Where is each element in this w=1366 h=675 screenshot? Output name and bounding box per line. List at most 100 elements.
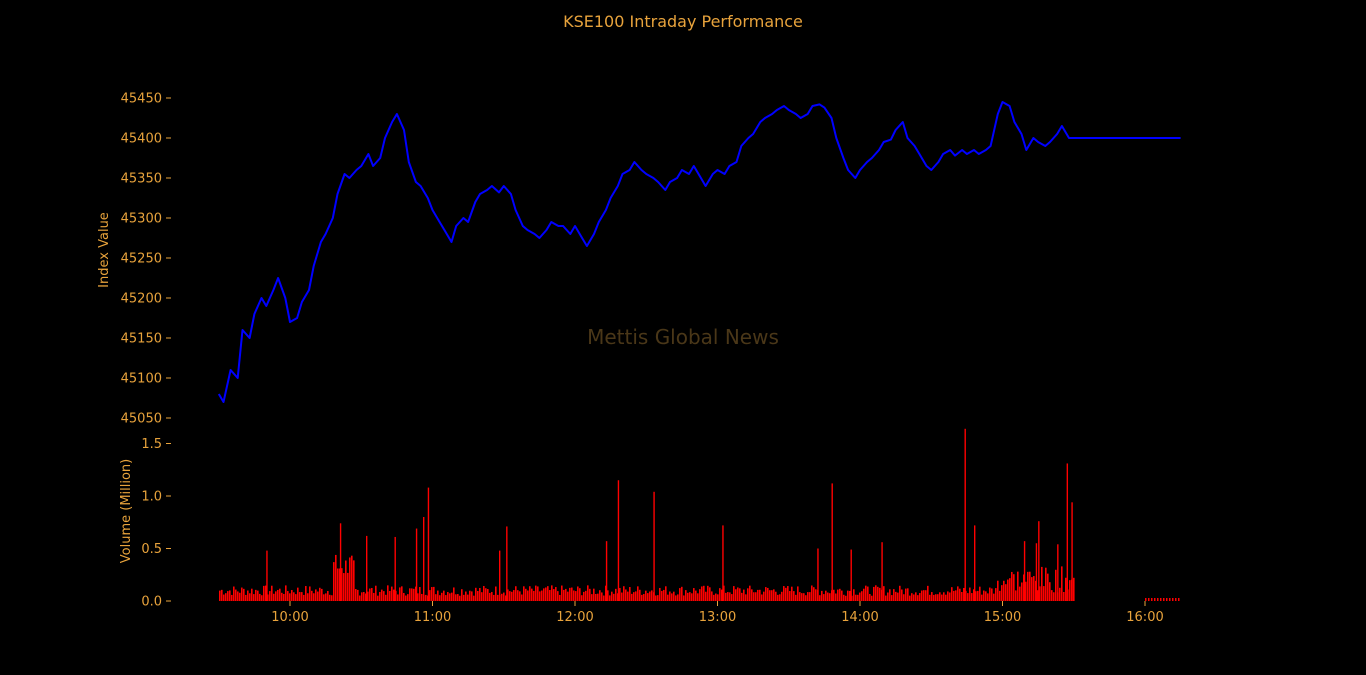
volume-bar (309, 586, 311, 601)
volume-bar (687, 592, 689, 601)
volume-bar (517, 590, 519, 601)
volume-bar (1053, 592, 1055, 601)
volume-bar (743, 589, 745, 601)
volume-bar (711, 591, 713, 601)
y-tick-label: 1.0 (141, 490, 162, 505)
volume-bar (437, 590, 439, 601)
x-tick-label: 16:00 (1126, 610, 1163, 625)
volume-bar (897, 592, 899, 601)
volume-bar (755, 592, 757, 601)
volume-bar (931, 592, 933, 601)
time-x-ticks: 10:00 11:00 12:00 13:00 14:00 15:00 16:00 (271, 601, 1164, 625)
volume-bar (745, 594, 747, 601)
volume-bar (1007, 579, 1009, 601)
volume-bar (739, 588, 741, 601)
volume-bar (499, 550, 501, 601)
volume-bar (869, 593, 871, 601)
volume-bar (753, 592, 755, 601)
volume-bar (951, 587, 953, 601)
volume-bar (769, 590, 771, 601)
volume-bar (299, 592, 301, 601)
volume-bar (293, 592, 295, 601)
volume-bar (1003, 580, 1005, 601)
volume-bar (635, 591, 637, 601)
volume-bar (443, 590, 445, 601)
volume-bar (855, 594, 857, 601)
volume-bar (1051, 590, 1053, 601)
y-tick-label: 45150 (121, 332, 162, 347)
volume-bar (413, 588, 415, 601)
volume-bar (431, 587, 433, 601)
volume-bar (923, 590, 925, 601)
volume-bar (823, 594, 825, 601)
volume-bar (261, 595, 263, 601)
y-tick-label: 45300 (121, 212, 162, 227)
volume-bar (597, 593, 599, 601)
volume-bar (907, 588, 909, 601)
volume-bar (657, 595, 659, 601)
volume-bar (847, 590, 849, 601)
volume-bar (329, 594, 331, 601)
volume-bar (535, 585, 537, 601)
volume-bar (837, 589, 839, 601)
volume-bar (345, 560, 347, 601)
volume-bar (875, 585, 877, 601)
volume-bar (943, 592, 945, 601)
volume-bar (439, 595, 441, 601)
volume-bar (1021, 582, 1023, 601)
volume-bar (691, 593, 693, 601)
volume-bar (405, 595, 407, 601)
volume-bar (501, 593, 503, 601)
volume-bar (363, 591, 365, 601)
volume-bar (347, 572, 349, 601)
volume-bar (355, 589, 357, 601)
volume-bar (1001, 585, 1003, 601)
volume-bar (583, 591, 585, 601)
volume-bar (305, 586, 307, 601)
volume-bar (975, 591, 977, 601)
volume-bar (367, 591, 369, 601)
volume-bar (645, 590, 647, 601)
volume-bar (1023, 574, 1025, 601)
volume-bar (787, 586, 789, 601)
volume-bar (509, 591, 511, 601)
volume-bar (827, 592, 829, 601)
volume-bar (579, 588, 581, 601)
volume-bar (937, 594, 939, 601)
volume-bar (715, 593, 717, 601)
volume-bar (761, 594, 763, 601)
volume-bar (1166, 598, 1168, 601)
volume-bar (1066, 463, 1069, 601)
volume-bar (255, 589, 257, 601)
volume-bar (627, 591, 629, 601)
volume-bar (393, 589, 395, 601)
volume-bar (859, 592, 861, 601)
volume-bar (473, 595, 475, 601)
volume-bar (723, 585, 725, 601)
volume-bar (445, 595, 447, 601)
volume-bar (331, 595, 333, 601)
volume-bar (273, 593, 275, 601)
volume-bar (957, 586, 959, 601)
volume-bar (227, 591, 229, 601)
volume-bar (911, 593, 913, 601)
volume-bar (397, 594, 399, 601)
volume-bar (451, 592, 453, 601)
y-axis-label-index: Index Value (97, 212, 112, 288)
volume-bar (399, 587, 401, 601)
y-axis-label-volume: Volume (Million) (119, 459, 134, 563)
volume-bar (1037, 590, 1039, 601)
volume-bar (779, 594, 781, 601)
volume-bar (633, 592, 635, 601)
volume-bar (251, 588, 253, 601)
volume-bar (285, 585, 287, 601)
volume-bar (817, 548, 819, 601)
volume-bar (243, 588, 245, 601)
volume-bar (511, 591, 513, 601)
volume-bar (327, 591, 329, 601)
volume-bar (699, 589, 701, 601)
y-tick-label: 45050 (121, 412, 162, 427)
volume-bar (527, 590, 529, 601)
chart-title: KSE100 Intraday Performance (563, 12, 803, 31)
